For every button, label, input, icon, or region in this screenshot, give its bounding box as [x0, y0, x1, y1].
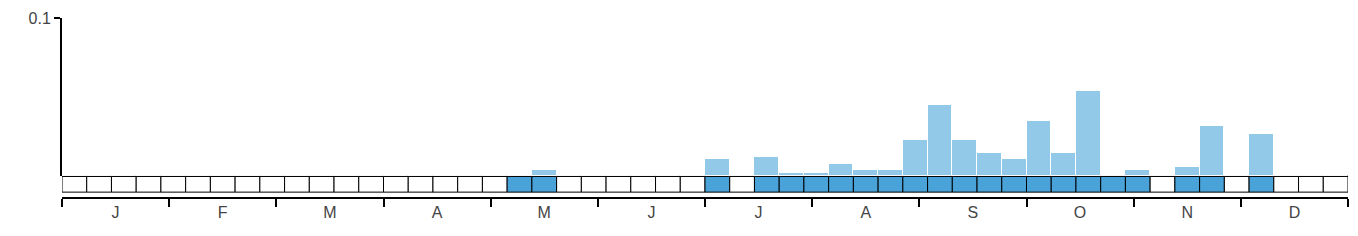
svg-text:A: A — [860, 204, 871, 221]
svg-text:O: O — [1074, 204, 1086, 221]
svg-text:N: N — [1181, 204, 1193, 221]
svg-text:A: A — [432, 204, 443, 221]
svg-text:M: M — [538, 204, 551, 221]
svg-text:D: D — [1289, 204, 1301, 221]
svg-text:J: J — [647, 204, 655, 221]
svg-text:M: M — [323, 204, 336, 221]
svg-text:F: F — [218, 204, 228, 221]
svg-text:J: J — [755, 204, 763, 221]
svg-text:J: J — [112, 204, 120, 221]
svg-text:0.1: 0.1 — [29, 10, 51, 27]
svg-text:S: S — [968, 204, 979, 221]
